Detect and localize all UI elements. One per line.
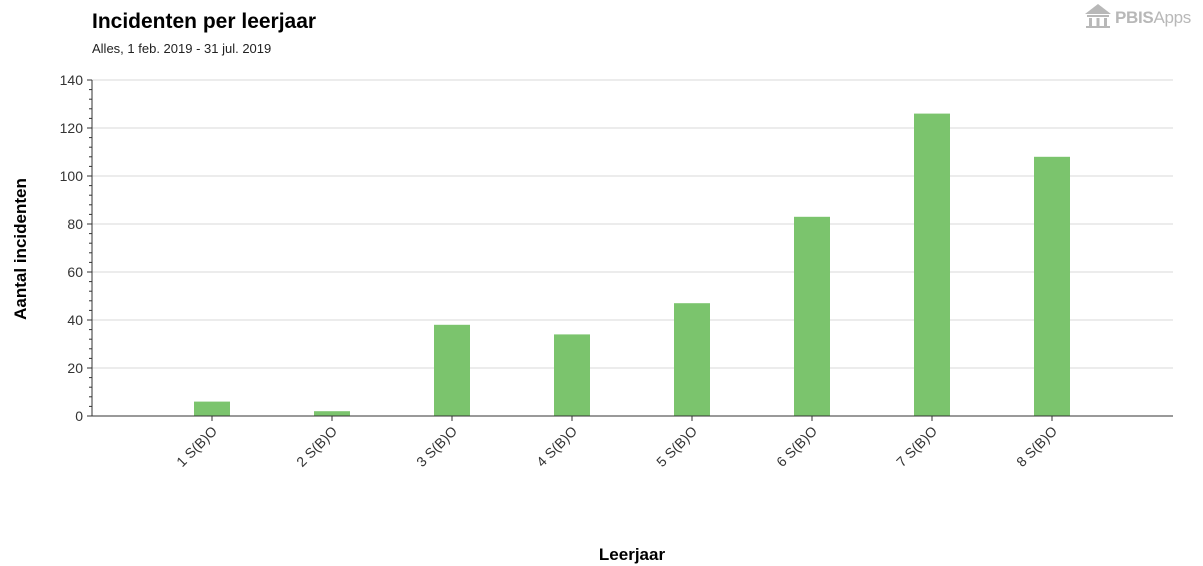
y-tick-label: 140 [60, 72, 84, 88]
x-tick-label: 8 S(B)O [1013, 423, 1060, 470]
x-tick-label: 1 S(B)O [173, 423, 220, 470]
pbis-apps-logo-text: PBISApps [1114, 7, 1191, 27]
bar [434, 324, 470, 416]
chart-subtitle: Alles, 1 feb. 2019 - 31 jul. 2019 [92, 41, 272, 56]
y-axis-title: Aantal incidenten [11, 178, 30, 320]
y-tick-label: 0 [75, 408, 83, 424]
x-tick-label: 4 S(B)O [533, 423, 580, 470]
y-tick-label: 40 [67, 312, 83, 328]
pbis-building-icon [1083, 2, 1113, 33]
bar [914, 113, 950, 416]
y-axis-ticks: 0 20 40 60 80 100 120 140 [60, 72, 92, 424]
y-tick-label: 80 [67, 216, 83, 232]
grid-lines [92, 79, 1173, 369]
pbis-apps-logo: PBISApps [1083, 2, 1191, 33]
chart-title: Incidenten per leerjaar [92, 10, 317, 33]
x-tick-label: 5 S(B)O [653, 423, 700, 470]
y-tick-label: 100 [60, 168, 84, 184]
bars [194, 113, 1070, 417]
bar [794, 216, 830, 416]
y-tick-label: 60 [67, 264, 83, 280]
y-tick-label: 120 [60, 120, 84, 136]
bar [674, 303, 710, 416]
x-tick-label: 2 S(B)O [293, 423, 340, 470]
x-tick-label: 3 S(B)O [413, 423, 460, 470]
x-tick-label: 7 S(B)O [893, 423, 940, 470]
x-axis-ticks: 1 S(B)O 2 S(B)O 3 S(B)O 4 S(B)O 5 S(B)O 6 S(B… [173, 416, 1060, 470]
x-axis-title: Leerjaar [599, 545, 666, 564]
bar [194, 401, 230, 416]
bar [554, 334, 590, 416]
bar [1034, 156, 1070, 417]
y-tick-label: 20 [67, 360, 83, 376]
x-tick-label: 6 S(B)O [773, 423, 820, 470]
bar [314, 411, 350, 416]
